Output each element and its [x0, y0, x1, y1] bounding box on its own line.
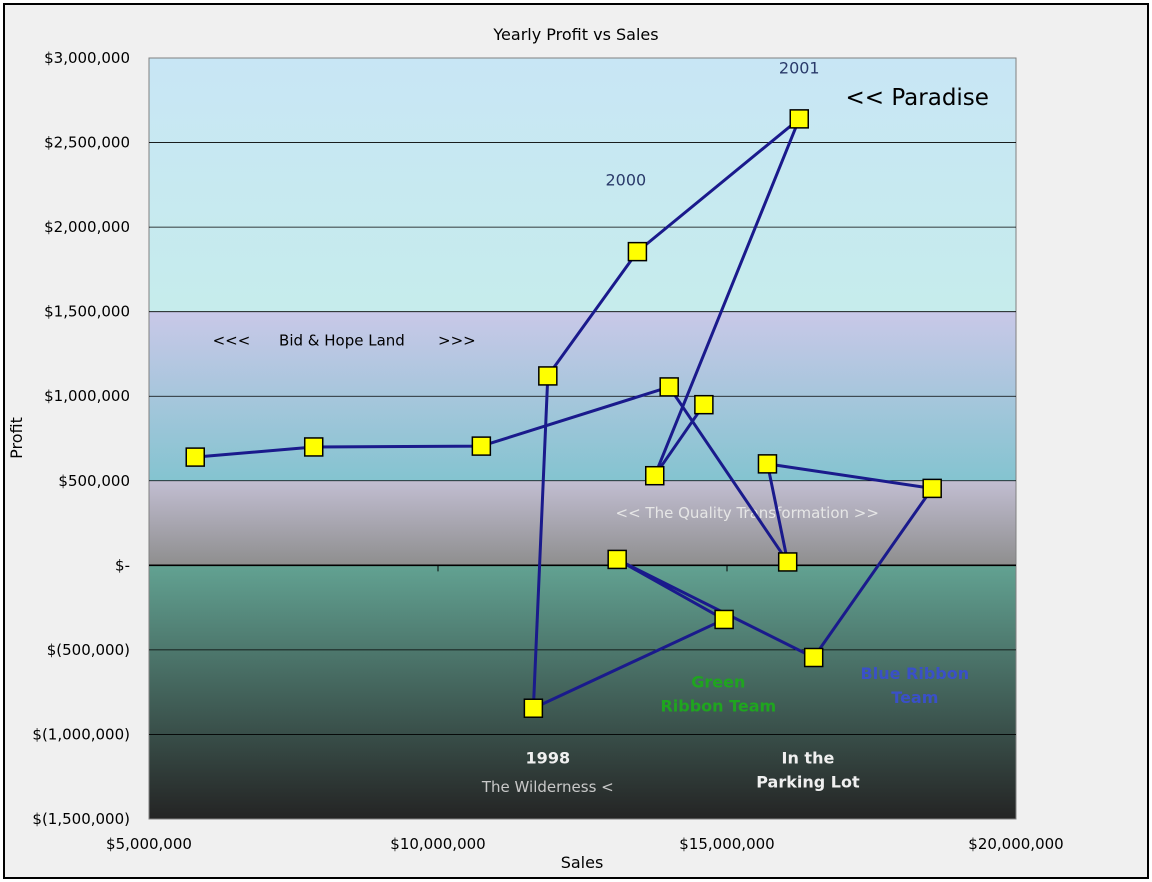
plot-area-border: [148, 57, 1017, 820]
data-point: [627, 241, 648, 262]
gridlines: [149, 142, 1016, 735]
data-point: [538, 366, 558, 386]
annotations: 2001 << Paradise 2000 <<< Bid & Hope Land >>>…: [213, 59, 989, 796]
y-axis-label: Profit: [7, 417, 26, 459]
x-axis-ticks: $5,000,000 $10,000,000 $15,000,000 $20,000,…: [106, 565, 1064, 853]
data-point: [694, 394, 714, 415]
y-tick-label: $(1,000,000): [32, 725, 130, 743]
data-point: [659, 377, 679, 397]
data-point: [757, 454, 778, 474]
annotation-label: << The Quality Transformation >>: [616, 504, 879, 522]
data-point: [607, 549, 627, 570]
x-axis-label: Sales: [561, 853, 604, 872]
chart-title: Yearly Profit vs Sales: [492, 25, 658, 44]
y-tick-label: $(500,000): [47, 641, 130, 659]
band-3: [149, 565, 1016, 819]
series-line: [195, 117, 934, 710]
y-tick-label: $-: [115, 556, 130, 574]
annotation-label: Parking Lot: [756, 772, 860, 791]
data-point: [922, 478, 942, 499]
y-tick-label: $1,500,000: [44, 303, 130, 321]
data-point: [803, 647, 824, 668]
x-tick-label: $20,000,000: [968, 835, 1063, 853]
y-tick-label: $500,000: [58, 472, 130, 490]
annotation-label: << Paradise: [845, 85, 988, 111]
y-axis-ticks: $3,000,000 $2,500,000 $2,000,000 $1,500,000…: [32, 49, 130, 828]
data-point: [789, 109, 809, 129]
band-2: [149, 480, 1016, 566]
y-tick-label: $2,500,000: [44, 134, 130, 152]
annotation-label: 1998: [526, 749, 571, 768]
annotation-label: >>>: [438, 332, 476, 350]
annotation-label: Ribbon Team: [660, 696, 776, 715]
y-tick-label: $3,000,000: [44, 49, 130, 67]
y-tick-label: $1,000,000: [44, 387, 130, 405]
annotation-label: 2001: [779, 59, 820, 78]
band-0: [149, 58, 1016, 312]
y-tick-label: $(1,500,000): [32, 810, 130, 828]
annotation-label: 2000: [605, 170, 646, 189]
annotation-label: The Wilderness <: [481, 778, 614, 796]
data-point: [777, 552, 798, 572]
annotation-label: Team: [891, 688, 938, 707]
data-point: [471, 436, 492, 456]
data-point: [185, 447, 205, 467]
x-tick-label: $5,000,000: [106, 835, 192, 853]
data-point: [714, 609, 734, 630]
data-point: [645, 465, 665, 486]
x-tick-label: $10,000,000: [390, 835, 485, 853]
annotation-label: Bid & Hope Land: [279, 332, 405, 350]
annotation-label: In the: [782, 749, 835, 768]
series-markers: [185, 109, 942, 718]
annotation-label: <<<: [213, 332, 251, 350]
annotation-label: Blue Ribbon: [861, 664, 970, 683]
data-point: [303, 437, 324, 457]
background-bands: [148, 57, 1017, 820]
series-line-0: [195, 117, 934, 710]
x-tick-label: $15,000,000: [679, 835, 774, 853]
data-point: [523, 698, 544, 718]
annotation-label: Green: [691, 673, 745, 692]
y-tick-label: $2,000,000: [44, 218, 130, 236]
